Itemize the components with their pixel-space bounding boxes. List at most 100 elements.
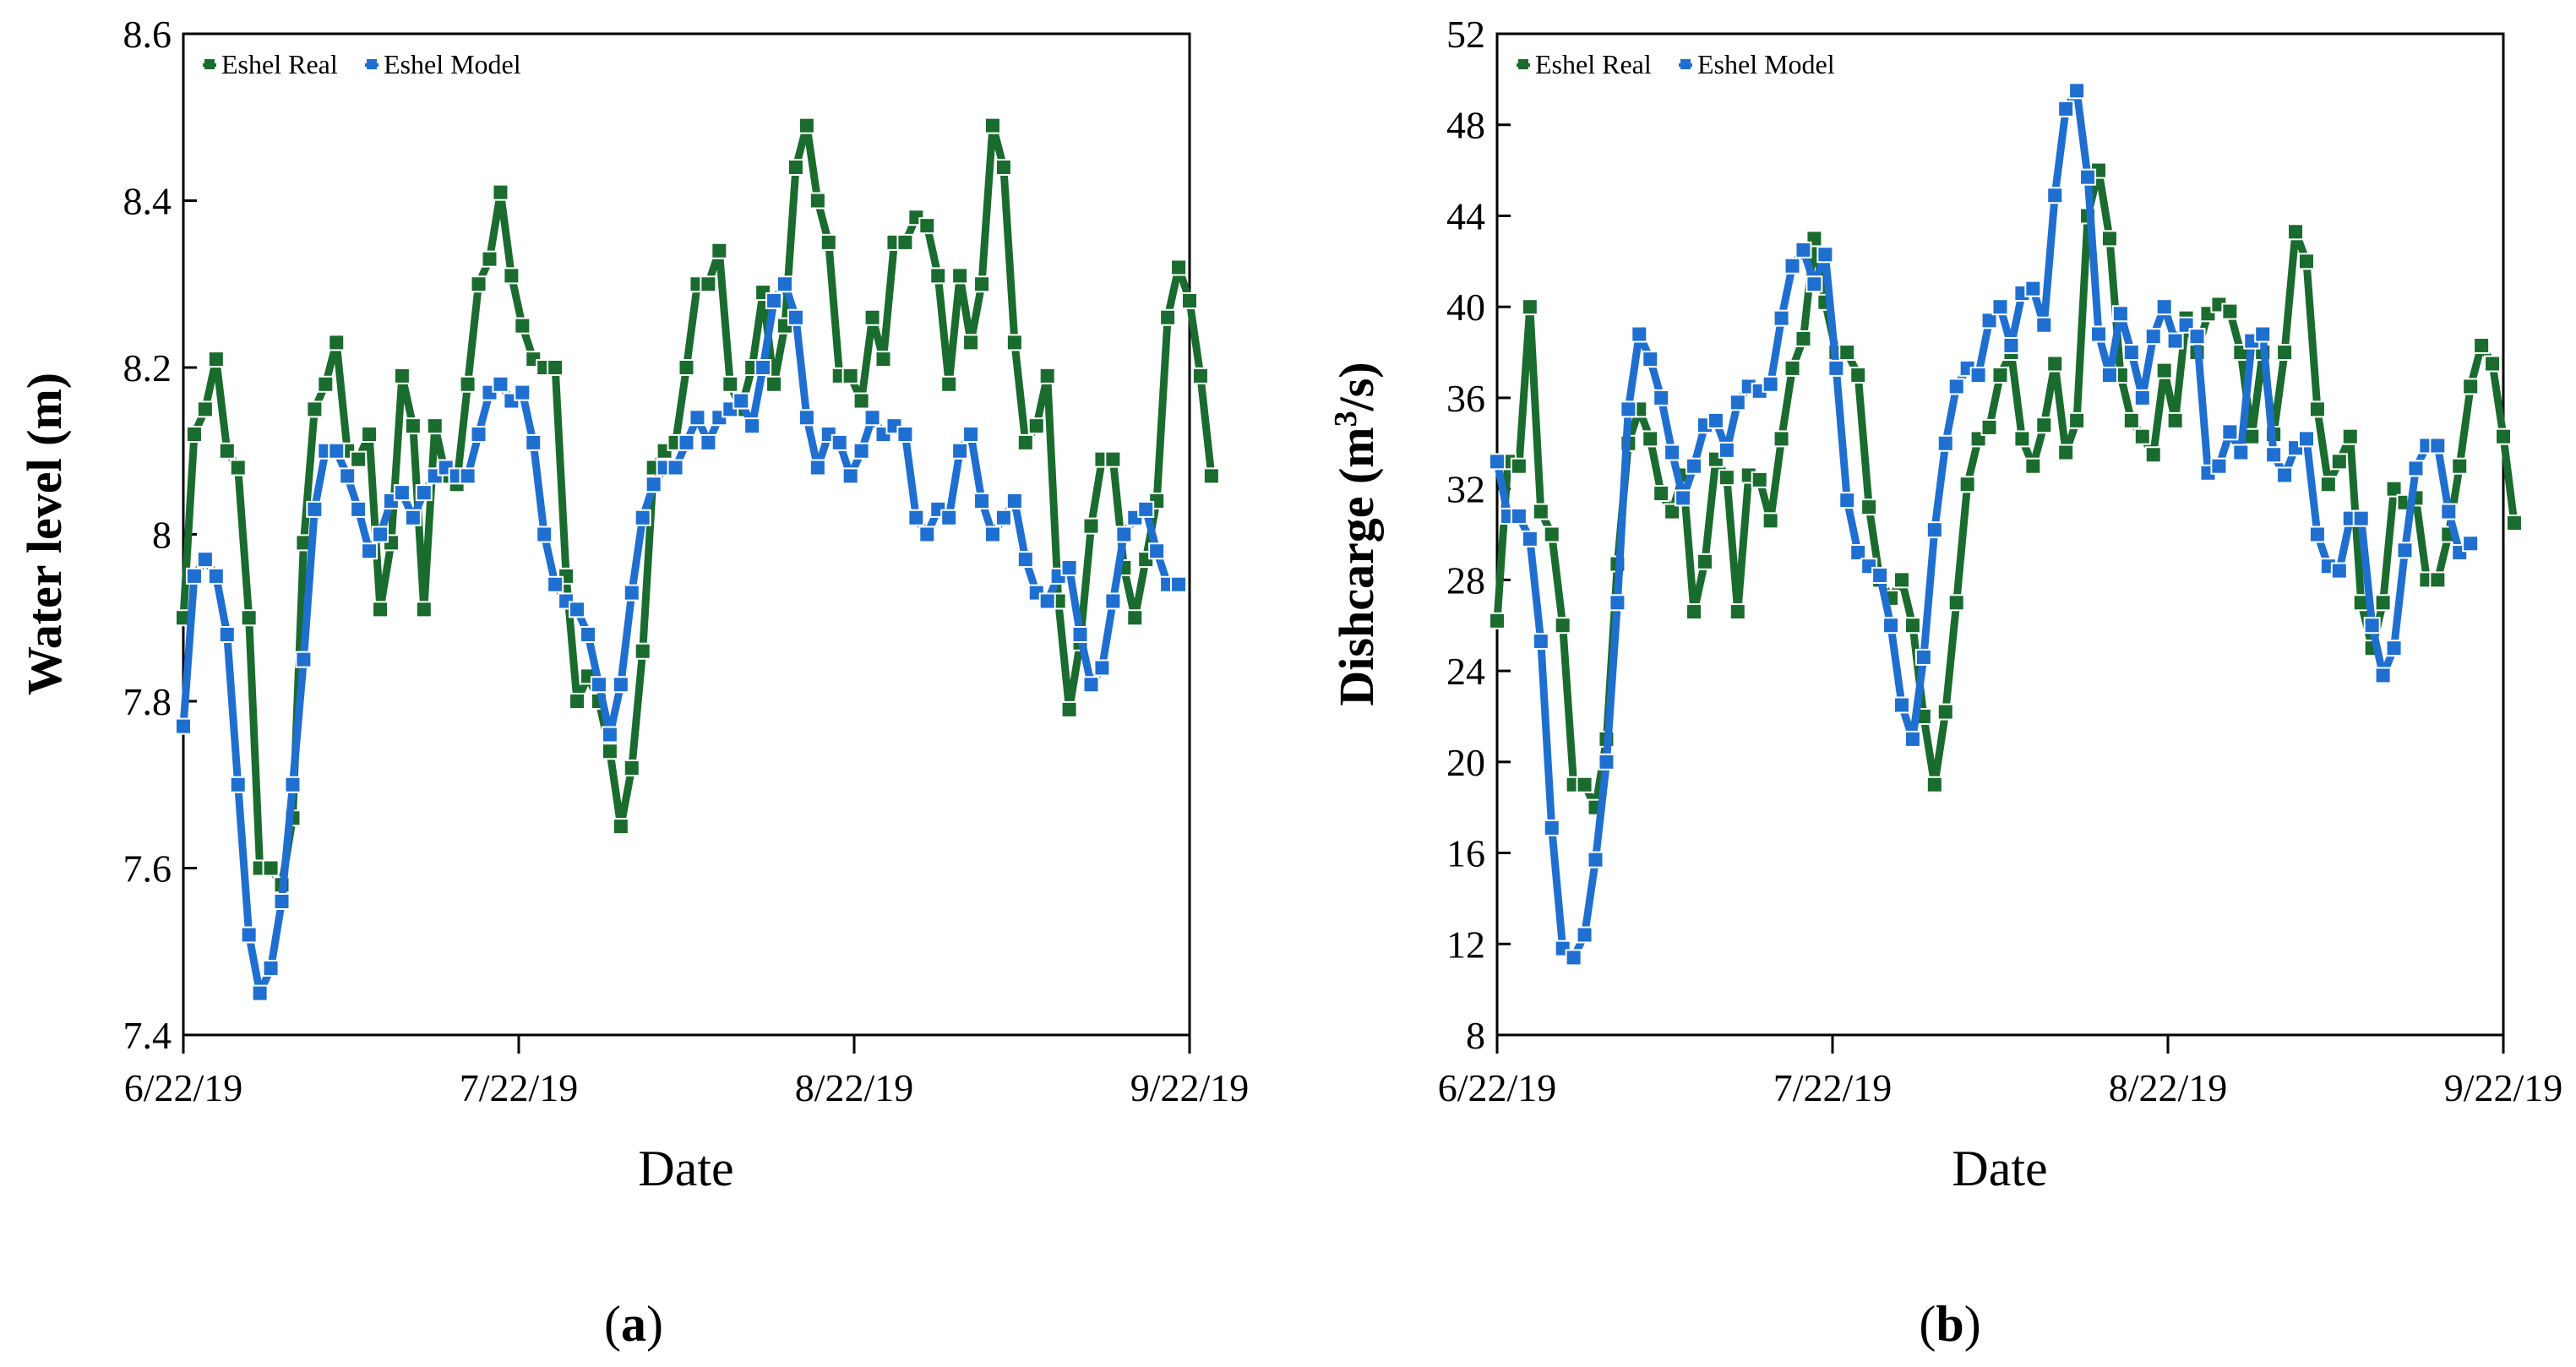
panel-b-plot-frame bbox=[1495, 32, 2505, 1037]
panel-b-eshel-model-point bbox=[2046, 187, 2064, 204]
panel-b-eshel-model-point bbox=[1675, 489, 1692, 507]
panel-b-eshel-model-point bbox=[1598, 753, 1615, 771]
panel-b-eshel-real-point bbox=[1958, 476, 1976, 493]
panel-b-eshel-real-point bbox=[2035, 417, 2053, 434]
panel-b-y-tick-label: 44 bbox=[1446, 194, 1485, 237]
panel-a-eshel-real-point bbox=[962, 334, 980, 351]
panel-a-eshel-model-point bbox=[415, 484, 433, 502]
panel-b-eshel-model-point bbox=[2254, 325, 2272, 343]
panel-b-eshel-model-point bbox=[1871, 566, 1889, 584]
panel-b-eshel-model-point bbox=[1805, 275, 1823, 293]
panel-b-eshel-real-point bbox=[2013, 430, 2031, 448]
panel-a-eshel-model-point bbox=[787, 308, 804, 326]
panel-b-eshel-model-point bbox=[2144, 328, 2162, 346]
panel-b-eshel-real-point bbox=[1686, 603, 1703, 621]
panel-a-legend: Eshel Real Eshel Model bbox=[203, 49, 521, 79]
panel-a-eshel-model-point bbox=[1038, 592, 1056, 610]
panel-b-eshel-real-point bbox=[1576, 776, 1593, 793]
panel-b-eshel-real-point bbox=[1849, 366, 1867, 384]
panel-b-eshel-model-point bbox=[1827, 359, 1845, 377]
panel-a-eshel-model-point bbox=[612, 676, 629, 694]
panel-b-caption-letter: b bbox=[1936, 1296, 1963, 1352]
panel-a-eshel-model-point bbox=[372, 526, 389, 543]
panel-a-eshel-model-point bbox=[907, 509, 925, 526]
panel-b-eshel-model-point bbox=[2396, 542, 2414, 559]
panel-b-y-tick-label: 24 bbox=[1446, 650, 1485, 693]
panel-b-eshel-model-point bbox=[2079, 168, 2097, 186]
panel-a-eshel-real-point bbox=[328, 334, 346, 351]
panel-b-eshel-model-point bbox=[1686, 457, 1703, 475]
panel-b: 8 12 16 20 24 28 32 36 40 44 48 52 6/22/19 7/22/19 8/… bbox=[1328, 13, 2562, 1352]
panel-b-legend: Eshel Real Eshel Model bbox=[1517, 49, 1835, 79]
panel-b-eshel-model-point bbox=[1631, 325, 1648, 343]
panel-b-eshel-model-point bbox=[1794, 241, 1812, 259]
panel-b-eshel-real-point bbox=[1729, 603, 1746, 621]
panel-b-eshel-model-point bbox=[2188, 328, 2206, 346]
panel-b-eshel-model-point bbox=[2024, 280, 2042, 297]
panel-b-eshel-model-point bbox=[1903, 730, 1921, 748]
panel-a-eshel-real-point bbox=[601, 743, 618, 760]
panel-a-eshel-model-point bbox=[470, 426, 487, 443]
panel-a-eshel-real-point bbox=[492, 183, 509, 201]
panel-a-eshel-model-point bbox=[547, 575, 564, 593]
panel-a-eshel-real-point bbox=[1082, 517, 1100, 535]
panel-a-eshel-model-point bbox=[798, 409, 815, 427]
panel-b-eshel-model-point bbox=[2122, 344, 2140, 362]
panel-b-eshel-real-point bbox=[2330, 453, 2348, 471]
panel-a-eshel-real-point bbox=[503, 267, 520, 285]
panel-a-eshel-model-point bbox=[852, 442, 870, 460]
panel-a-eshel-model-point bbox=[196, 551, 214, 569]
panel-b-eshel-model-line bbox=[1493, 86, 2474, 961]
panel-b-eshel-model-point bbox=[2374, 667, 2392, 684]
panel-b-series-eshel-model bbox=[1489, 82, 2480, 967]
panel-a-y-tick-label: 7.4 bbox=[123, 1014, 172, 1057]
panel-b-eshel-real-point bbox=[2297, 253, 2315, 270]
panel-a-eshel-real-point bbox=[874, 351, 892, 368]
panel-b-eshel-model-point bbox=[2429, 437, 2447, 455]
panel-b-eshel-real-point bbox=[1751, 471, 1768, 488]
panel-a-legend-eshel-model-marker bbox=[367, 59, 377, 69]
panel-b-eshel-real-point bbox=[2484, 355, 2502, 373]
panel-a-eshel-real-point bbox=[820, 233, 837, 251]
panel-b-eshel-model-point bbox=[1642, 351, 1659, 368]
panel-a-eshel-real-point bbox=[1016, 433, 1034, 451]
panel-a-eshel-real-point bbox=[393, 367, 411, 384]
panel-b-eshel-real-point bbox=[2473, 336, 2491, 354]
panel-a-eshel-model-point bbox=[863, 409, 881, 427]
panel-a-eshel-real-point bbox=[569, 693, 586, 710]
panel-b-eshel-model-point bbox=[2210, 457, 2228, 475]
panel-a-eshel-model-point bbox=[393, 484, 411, 502]
panel-b-eshel-model-point bbox=[1784, 257, 1801, 275]
panel-a-eshel-real-point bbox=[481, 250, 498, 268]
panel-b-eshel-model-point bbox=[2330, 562, 2348, 580]
panel-b-eshel-model-point bbox=[1664, 444, 1681, 461]
panel-a-eshel-real-point bbox=[229, 459, 247, 477]
panel-b-y-tick-label: 20 bbox=[1446, 741, 1485, 784]
panel-a-eshel-model-point bbox=[459, 467, 477, 485]
panel-b-eshel-model-point bbox=[1773, 309, 1790, 327]
panel-b-eshel-model-point bbox=[1991, 298, 2009, 316]
panel-a-eshel-real-point bbox=[973, 275, 991, 293]
panel-b-eshel-real-point bbox=[1718, 469, 1735, 487]
panel-a-eshel-real-line bbox=[179, 122, 1216, 889]
panel-a-eshel-real-point bbox=[678, 359, 695, 376]
panel-a-eshel-model-point bbox=[1170, 575, 1188, 593]
panel-a-eshel-model-point bbox=[339, 467, 357, 485]
panel-b-eshel-real-point bbox=[1489, 612, 1506, 629]
panel-a-eshel-model-point bbox=[667, 459, 684, 477]
panel-a-eshel-model-point bbox=[689, 409, 706, 427]
panel-b-eshel-model-point bbox=[2232, 444, 2250, 461]
panel-a-eshel-model-point bbox=[579, 626, 596, 643]
panel-b-eshel-real-point bbox=[1521, 298, 1539, 316]
panel-b-x-tick-label: 7/22/19 bbox=[1773, 1066, 1893, 1109]
panel-a-eshel-model-point bbox=[404, 509, 422, 526]
panel-a-eshel-model-point bbox=[678, 433, 695, 451]
panel-a-eshel-model-point bbox=[732, 392, 750, 410]
panel-a-eshel-model-point bbox=[973, 493, 991, 509]
panel-a-eshel-real-point bbox=[994, 159, 1012, 176]
panel-a-caption-letter: a bbox=[621, 1296, 646, 1352]
panel-a-eshel-real-point bbox=[1104, 450, 1122, 468]
panel-b-eshel-real-point bbox=[2068, 411, 2086, 429]
panel-a-eshel-model-point bbox=[940, 509, 958, 526]
panel-b-y-axis-label-main: Dishcarge (m bbox=[1329, 427, 1384, 705]
